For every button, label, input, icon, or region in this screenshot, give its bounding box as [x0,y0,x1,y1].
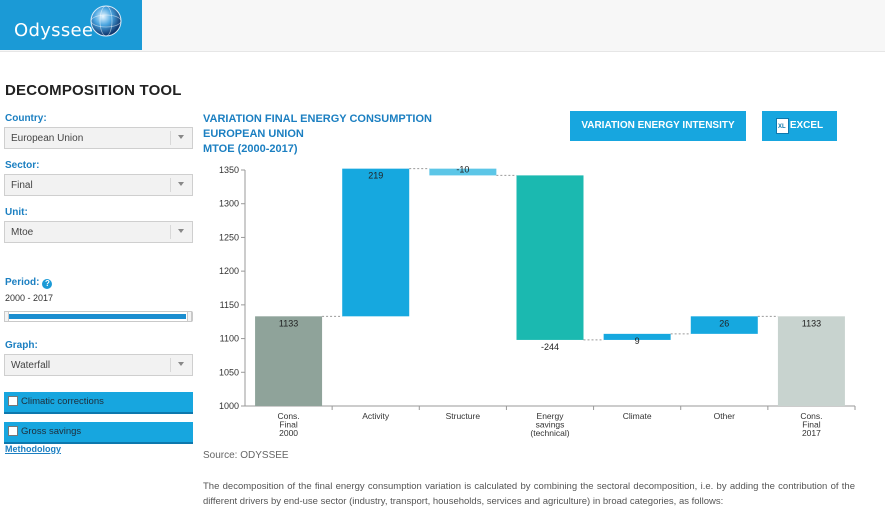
period-slider-end-handle[interactable] [187,311,192,322]
bar-value-label: -244 [541,342,559,352]
y-tick-label: 1250 [219,232,239,242]
bar-value-label: 26 [719,318,729,328]
variation-energy-intensity-button[interactable]: VARIATION ENERGY INTENSITY [570,111,746,141]
x-category-label: Energy [537,411,565,421]
gross-savings-label: Gross savings [21,426,82,437]
x-category-label: Other [714,411,735,421]
odyssee-logo[interactable]: Odyssee [0,0,142,50]
waterfall-bar [516,175,584,340]
chart-subtitle-region: EUROPEAN UNION [203,128,304,140]
waterfall-bar [342,168,410,317]
x-category-label: Cons. [800,411,822,421]
methodology-link[interactable]: Methodology [5,444,61,454]
sector-label: Sector: [5,160,40,171]
excel-button-label: EXCEL [789,120,824,131]
select-separator [170,131,171,145]
select-separator [170,225,171,239]
gross-savings-toggle[interactable]: Gross savings [4,422,193,442]
gross-savings-checkbox[interactable] [8,426,18,436]
x-category-label: Cons. [277,411,299,421]
top-bar [0,0,885,52]
x-category-label: Structure [446,411,481,421]
period-slider-range [9,314,186,319]
x-category-label: Final [279,420,298,430]
logo-text: Odyssee [14,20,94,41]
period-label-row: Period:? [5,277,53,289]
waterfall-chart: 1000 1050 1100 1150 1200 1250 1300 1350 1133 Cons… [219,165,856,438]
x-category-label: savings [536,420,565,430]
bar-value-label: -10 [456,165,469,175]
period-value: 2000 - 2017 [5,293,54,303]
page-title: DECOMPOSITION TOOL [5,82,182,99]
excel-file-icon: XL [776,118,789,134]
chart-source: Source: ODYSSEE [203,450,289,461]
unit-select[interactable]: Mtoe [4,221,193,243]
x-category-label: 2000 [279,428,298,438]
climatic-corrections-toggle[interactable]: Climatic corrections [4,392,193,412]
climatic-corrections-label: Climatic corrections [21,396,104,407]
waterfall-bar [429,168,497,176]
country-select-value: European Union [11,133,84,144]
chart-subtitle-unit: MTOE (2000-2017) [203,143,298,155]
chevron-down-icon [178,135,184,139]
help-icon[interactable]: ? [42,279,53,289]
chevron-down-icon [178,229,184,233]
country-select[interactable]: European Union [4,127,193,149]
chevron-down-icon [178,362,184,366]
climatic-corrections-checkbox[interactable] [8,396,18,406]
select-separator [170,178,171,192]
select-separator [170,358,171,372]
bar-value-label: 9 [635,336,640,346]
waterfall-bar [690,316,758,334]
chevron-down-icon [178,182,184,186]
excel-export-button[interactable]: XL EXCEL [762,111,837,141]
x-category-label: Final [802,420,821,430]
globe-icon [90,5,122,37]
period-slider[interactable] [4,311,193,322]
y-tick-label: 1350 [219,165,239,175]
bar-value-label: 1133 [802,318,821,328]
waterfall-bar [603,333,671,340]
chart-title: VARIATION FINAL ENERGY CONSUMPTION [203,113,432,125]
graph-label: Graph: [5,340,38,351]
waterfall-bar [777,316,845,406]
graph-select-value: Waterfall [11,360,51,371]
unit-label: Unit: [5,207,28,218]
y-tick-label: 1300 [219,199,239,209]
period-slider-start-handle[interactable] [4,311,9,322]
y-tick-label: 1150 [220,300,239,310]
waterfall-bar [255,316,323,406]
x-category-label: (technical) [530,428,569,438]
bar-value-label: 1133 [279,318,298,328]
unit-select-value: Mtoe [11,227,34,238]
y-tick-label: 1200 [219,266,239,276]
x-category-label: Climate [623,411,652,421]
sector-select-value: Final [11,180,33,191]
x-category-label: 2017 [802,428,821,438]
excel-icon-text: XL [778,124,786,130]
x-category-label: Activity [362,411,390,421]
sector-select[interactable]: Final [4,174,193,196]
y-tick-label: 1000 [219,401,239,411]
bar-value-label: 219 [368,171,383,181]
country-label: Country: [5,113,47,124]
period-label: Period: [5,277,40,288]
graph-select[interactable]: Waterfall [4,354,193,376]
y-tick-label: 1050 [219,367,239,377]
y-tick-label: 1100 [220,334,239,344]
description-text: The decomposition of the final energy co… [203,481,855,507]
